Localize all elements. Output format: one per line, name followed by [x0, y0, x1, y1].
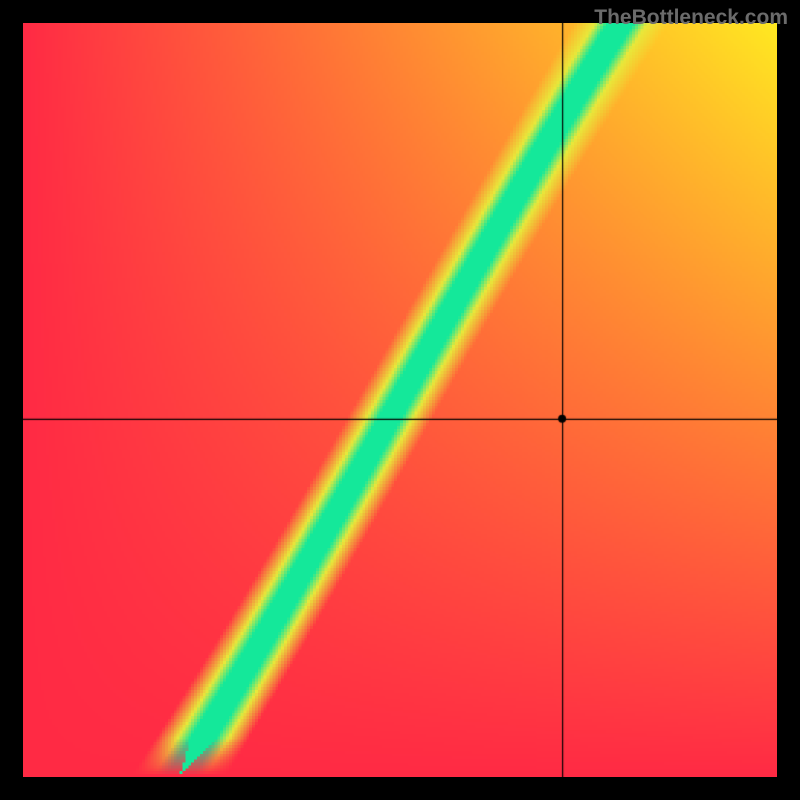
watermark-label: TheBottleneck.com — [594, 6, 788, 30]
crosshair-overlay — [23, 23, 777, 777]
chart-container: TheBottleneck.com — [0, 0, 800, 800]
